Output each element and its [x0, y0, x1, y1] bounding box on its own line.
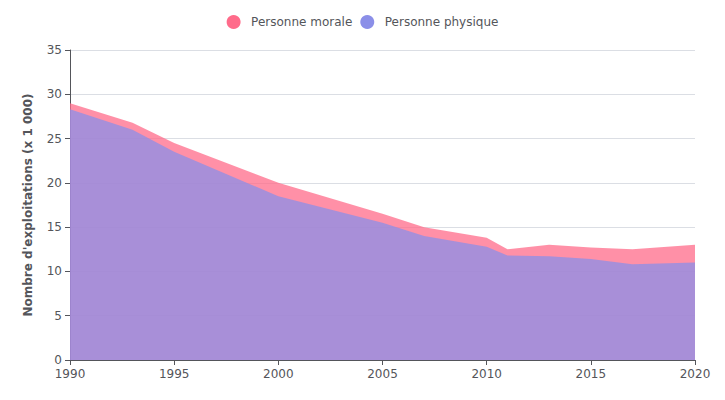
svg-text:Nombre d'exploitations (x 1 00: Nombre d'exploitations (x 1 000) — [21, 93, 35, 316]
svg-text:30: 30 — [47, 87, 62, 101]
svg-text:2005: 2005 — [367, 367, 398, 381]
svg-text:Personne morale: Personne morale — [251, 15, 352, 29]
svg-text:15: 15 — [47, 220, 62, 234]
svg-text:Personne physique: Personne physique — [385, 15, 499, 29]
svg-text:0: 0 — [54, 353, 62, 367]
svg-text:2000: 2000 — [263, 367, 294, 381]
svg-text:20: 20 — [47, 176, 62, 190]
svg-text:2015: 2015 — [576, 367, 607, 381]
svg-text:1990: 1990 — [55, 367, 86, 381]
svg-text:1995: 1995 — [159, 367, 190, 381]
svg-text:25: 25 — [47, 132, 62, 146]
svg-text:5: 5 — [54, 309, 62, 323]
svg-text:2020: 2020 — [680, 367, 711, 381]
svg-text:2010: 2010 — [471, 367, 502, 381]
svg-text:10: 10 — [47, 264, 62, 278]
svg-text:35: 35 — [47, 43, 62, 57]
